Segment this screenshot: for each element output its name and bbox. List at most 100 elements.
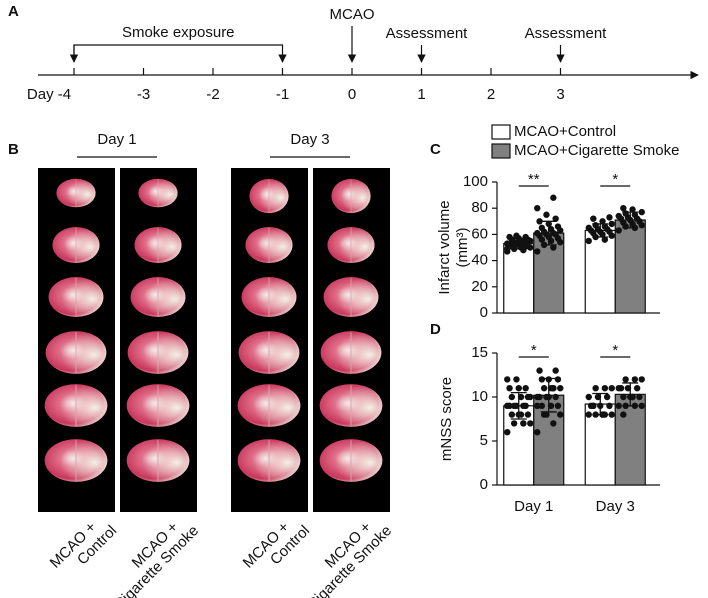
data-point bbox=[547, 225, 555, 233]
data-point bbox=[522, 385, 529, 392]
data-point bbox=[620, 205, 627, 212]
bar bbox=[584, 403, 616, 486]
brain-slice bbox=[126, 438, 190, 483]
data-point bbox=[534, 248, 541, 255]
data-point bbox=[547, 402, 555, 409]
brain-slice bbox=[237, 438, 301, 483]
data-point bbox=[590, 402, 597, 409]
data-point bbox=[510, 402, 518, 409]
data-point bbox=[550, 385, 557, 392]
data-point bbox=[550, 194, 557, 201]
data-point bbox=[538, 224, 546, 232]
data-point bbox=[517, 393, 525, 401]
brain-slice bbox=[320, 330, 382, 375]
timeline-tick-label: -2 bbox=[206, 86, 219, 103]
y-axis-label-line: Infarct volume bbox=[436, 200, 453, 294]
data-point bbox=[606, 402, 613, 409]
event-label: Assessment bbox=[386, 25, 469, 42]
brain-slice bbox=[319, 438, 383, 483]
data-point bbox=[520, 402, 527, 409]
y-tick-label: 40 bbox=[471, 252, 488, 269]
legend-swatch bbox=[491, 143, 511, 159]
data-point bbox=[550, 244, 557, 251]
significance-label: ** bbox=[528, 171, 540, 188]
brain-slice bbox=[323, 276, 379, 318]
significance-label: * bbox=[612, 342, 618, 359]
data-point bbox=[622, 376, 629, 383]
x-tick-label: Day 1 bbox=[514, 498, 553, 515]
data-point bbox=[543, 211, 550, 218]
data-point bbox=[615, 212, 622, 220]
data-point bbox=[552, 393, 559, 401]
data-point bbox=[524, 393, 532, 401]
span-label: Smoke exposure bbox=[122, 24, 235, 41]
timeline-tick-label: -3 bbox=[137, 86, 150, 103]
data-point bbox=[585, 393, 592, 401]
brain-slice bbox=[45, 330, 107, 375]
y-tick-label: 5 bbox=[480, 432, 488, 449]
brain-slice bbox=[48, 276, 104, 318]
data-point bbox=[554, 223, 562, 230]
brain-slice bbox=[44, 438, 108, 483]
brain-slice bbox=[238, 330, 300, 375]
span-bracket bbox=[73, 44, 287, 63]
data-point bbox=[527, 420, 534, 427]
data-point bbox=[620, 393, 627, 401]
brain-slice bbox=[134, 226, 182, 264]
panel-label: C bbox=[430, 141, 441, 158]
data-point bbox=[536, 367, 543, 374]
data-point bbox=[590, 215, 597, 222]
data-point bbox=[638, 208, 645, 216]
data-point bbox=[585, 224, 592, 232]
data-point bbox=[504, 402, 511, 409]
data-point bbox=[552, 215, 559, 222]
timeline-tick-label: 2 bbox=[487, 86, 495, 103]
data-point bbox=[534, 429, 541, 436]
bar bbox=[614, 393, 646, 486]
data-point bbox=[510, 420, 518, 427]
data-point bbox=[601, 236, 609, 243]
data-point bbox=[552, 367, 559, 374]
x-tick-label: Day 3 bbox=[596, 498, 635, 515]
brain-slice bbox=[138, 178, 178, 208]
data-point bbox=[504, 240, 511, 247]
legend-swatch bbox=[491, 124, 511, 140]
panel-label: B bbox=[8, 141, 19, 158]
data-point bbox=[638, 376, 645, 383]
data-point bbox=[615, 402, 622, 409]
y-tick-label: 0 bbox=[480, 476, 488, 493]
data-point bbox=[506, 233, 513, 241]
event-label: Assessment bbox=[525, 25, 608, 42]
data-point bbox=[608, 220, 615, 228]
data-point bbox=[585, 411, 592, 418]
data-point bbox=[506, 385, 513, 392]
data-point bbox=[603, 393, 611, 401]
timeline-tick-label: 1 bbox=[417, 86, 425, 103]
data-point bbox=[606, 214, 613, 221]
data-point bbox=[620, 411, 627, 418]
y-tick-label: 20 bbox=[471, 278, 488, 295]
y-tick-label: 100 bbox=[463, 173, 488, 190]
data-point bbox=[543, 411, 550, 418]
data-point bbox=[629, 393, 636, 401]
legend-label: MCAO+Cigarette Smoke bbox=[514, 142, 679, 159]
data-point bbox=[504, 429, 511, 436]
column-label: MCAO +Cigarette Smoke bbox=[292, 510, 395, 598]
brain-slice bbox=[56, 178, 96, 208]
data-point bbox=[624, 385, 632, 392]
timeline-tick-label: Day -4 bbox=[27, 86, 71, 103]
data-point bbox=[601, 385, 609, 392]
data-point bbox=[520, 241, 527, 249]
data-point bbox=[557, 385, 564, 392]
data-point bbox=[508, 411, 516, 418]
significance-label: * bbox=[531, 342, 537, 359]
y-tick-label: 10 bbox=[471, 388, 488, 405]
data-point bbox=[515, 385, 522, 392]
data-point bbox=[629, 206, 636, 213]
data-point bbox=[504, 245, 511, 253]
bar bbox=[614, 219, 646, 314]
data-point bbox=[538, 376, 546, 383]
timeline-tick-label: 3 bbox=[556, 86, 564, 103]
bar bbox=[503, 242, 535, 314]
column-label: MCAO +Control bbox=[240, 510, 313, 583]
